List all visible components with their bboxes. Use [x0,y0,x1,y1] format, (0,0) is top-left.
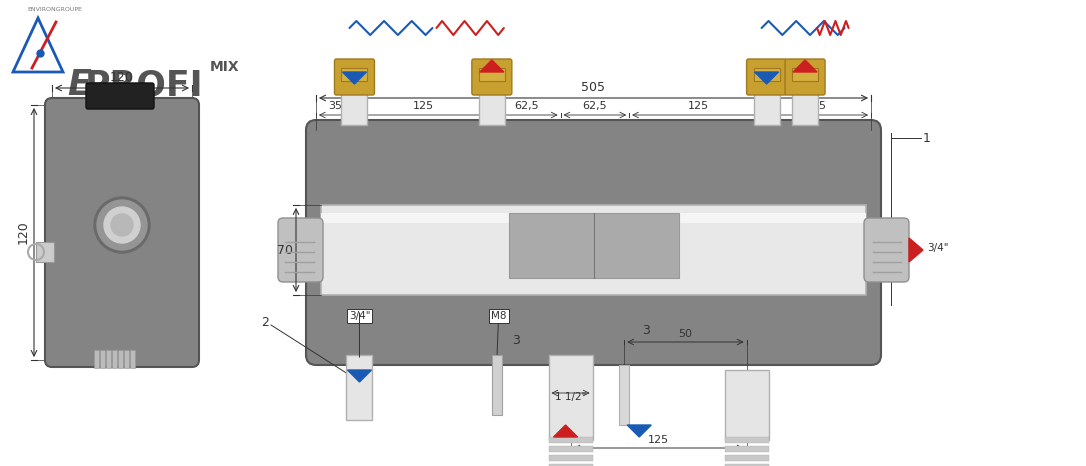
Bar [106,350,111,368]
Bar [479,85,505,125]
FancyBboxPatch shape [334,59,375,95]
Polygon shape [480,60,504,72]
Bar [321,213,866,223]
Polygon shape [342,72,366,84]
FancyBboxPatch shape [746,59,786,95]
Text: ENVIRONGROUPE: ENVIRONGROUPE [27,7,81,12]
Text: MIX: MIX [210,60,240,74]
Circle shape [104,207,140,243]
Text: 120: 120 [110,71,134,84]
Text: 35: 35 [812,101,825,111]
Bar [492,355,502,415]
Text: PROFI: PROFI [85,68,204,102]
Polygon shape [793,60,817,72]
Bar [130,350,135,368]
Bar [548,464,593,466]
Bar [548,437,593,443]
Bar [508,213,679,278]
Text: E: E [67,68,91,102]
Polygon shape [755,72,779,84]
Circle shape [97,200,147,250]
Bar [118,350,123,368]
Text: 50: 50 [679,329,693,339]
Text: 1: 1 [923,131,931,144]
Bar [724,437,769,443]
Text: 505: 505 [581,81,606,94]
Bar [792,85,818,125]
Bar [341,85,367,125]
Text: 3: 3 [642,323,651,336]
FancyBboxPatch shape [471,59,512,95]
Bar [724,455,769,461]
Circle shape [111,214,132,236]
Text: 35: 35 [328,101,342,111]
Bar [94,350,99,368]
FancyBboxPatch shape [86,83,154,109]
FancyBboxPatch shape [306,120,881,365]
Polygon shape [348,370,371,382]
Bar [346,355,372,420]
Bar [36,242,54,262]
Bar [100,350,105,368]
Text: 3/4": 3/4" [927,243,948,253]
Text: M8: M8 [491,311,506,321]
Bar [724,370,769,440]
Bar [619,365,629,425]
FancyBboxPatch shape [785,59,825,95]
Text: 70: 70 [277,244,293,256]
Bar [792,68,818,81]
Text: 1 1/2": 1 1/2" [555,392,586,402]
Bar [548,446,593,452]
Text: 3: 3 [512,334,520,347]
Bar [341,68,367,81]
FancyBboxPatch shape [864,218,909,282]
Bar [724,446,769,452]
Bar [754,68,780,81]
Text: 62,5: 62,5 [582,101,607,111]
Bar [754,85,780,125]
Text: 125: 125 [648,435,669,445]
Bar [124,350,129,368]
Bar [321,205,866,295]
Bar [112,350,117,368]
Bar [548,355,593,440]
Bar [724,464,769,466]
FancyBboxPatch shape [45,98,199,367]
Polygon shape [628,425,652,437]
Text: 120: 120 [17,220,30,244]
Circle shape [94,197,150,253]
Text: 2: 2 [261,315,269,329]
FancyBboxPatch shape [278,218,323,282]
Text: 125: 125 [413,101,433,111]
Polygon shape [554,425,578,437]
Text: 3/4": 3/4" [349,311,370,321]
Text: 62,5: 62,5 [514,101,539,111]
Polygon shape [909,238,923,262]
Text: 125: 125 [687,101,708,111]
Bar [479,68,505,81]
Bar [548,455,593,461]
